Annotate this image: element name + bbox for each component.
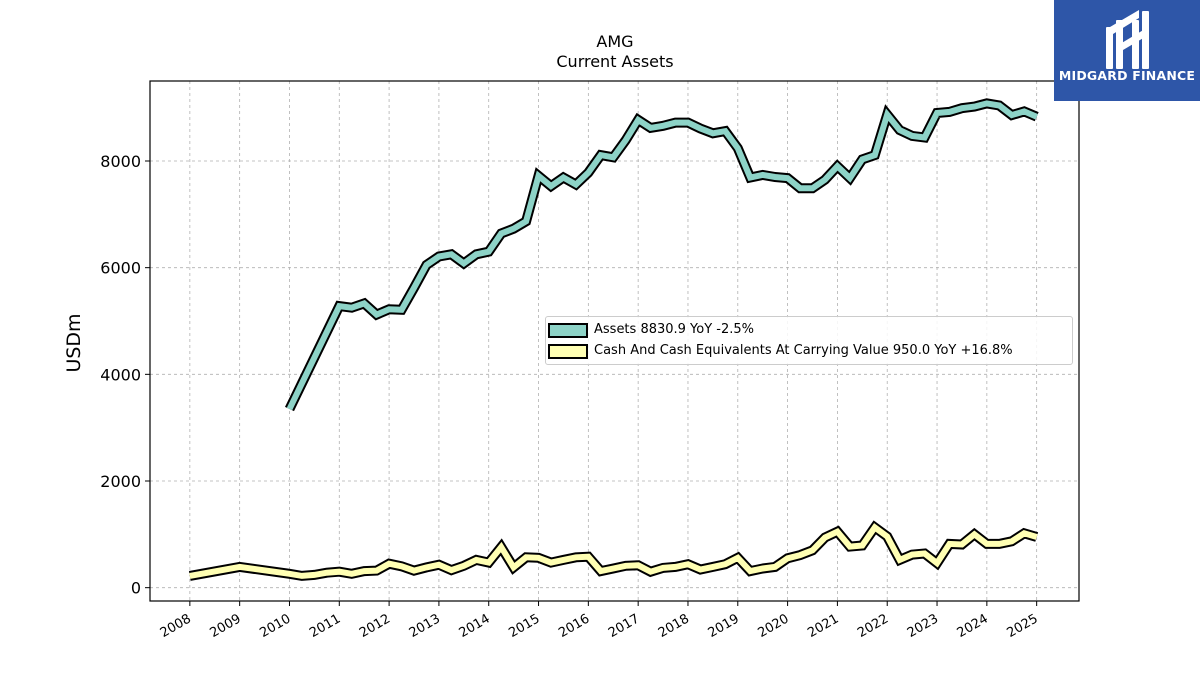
chart-subtitle: Current Assets — [556, 52, 674, 71]
brand-logo: MIDGARD FINANCE — [1054, 0, 1200, 101]
y-tick-label: 8000 — [100, 152, 141, 171]
x-tick-label: 2014 — [457, 611, 493, 641]
legend-swatch-cash — [548, 344, 588, 359]
x-tick-label: 2020 — [755, 611, 791, 641]
legend-label-assets: Assets 8830.9 YoY -2.5% — [594, 322, 755, 337]
x-tick-label: 2022 — [855, 611, 891, 641]
x-tick-label: 2010 — [257, 611, 293, 641]
y-tick-label: 4000 — [100, 365, 141, 384]
x-tick-label: 2012 — [357, 611, 393, 641]
x-tick-label: 2013 — [407, 611, 443, 641]
logo-mark-icon — [1106, 10, 1149, 69]
x-tick-label: 2017 — [606, 611, 642, 641]
x-tick-label: 2023 — [905, 611, 941, 641]
x-tick-label: 2025 — [1004, 611, 1040, 641]
series-line-assets — [286, 100, 1038, 411]
brand-name: MIDGARD FINANCE — [1058, 68, 1196, 83]
y-tick-label: 6000 — [100, 259, 141, 278]
series-layer — [188, 98, 1039, 581]
chart-title: AMG — [596, 32, 634, 51]
x-tick-label: 2011 — [307, 611, 343, 641]
x-tick-label: 2021 — [805, 611, 841, 641]
chart-legend: Assets 8830.9 YoY -2.5% Cash And Cash Eq… — [545, 316, 1073, 365]
y-tick-label: 2000 — [100, 472, 141, 491]
legend-label-cash: Cash And Cash Equivalents At Carrying Va… — [594, 343, 1013, 358]
y-tick-label: 0 — [131, 579, 141, 598]
x-tick-label: 2015 — [506, 611, 542, 641]
plot-frame — [149, 80, 1080, 602]
x-tick-label: 2018 — [656, 611, 692, 641]
x-tick-label: 2019 — [706, 611, 742, 641]
x-tick-label: 2024 — [955, 611, 991, 641]
y-axis-label: USDm — [63, 313, 85, 372]
x-tick-label: 2016 — [556, 611, 592, 641]
x-tick-label: 2008 — [158, 611, 194, 641]
x-tick-label: 2009 — [208, 611, 244, 641]
series-line-cash — [189, 523, 1038, 579]
legend-swatch-assets — [548, 323, 588, 338]
